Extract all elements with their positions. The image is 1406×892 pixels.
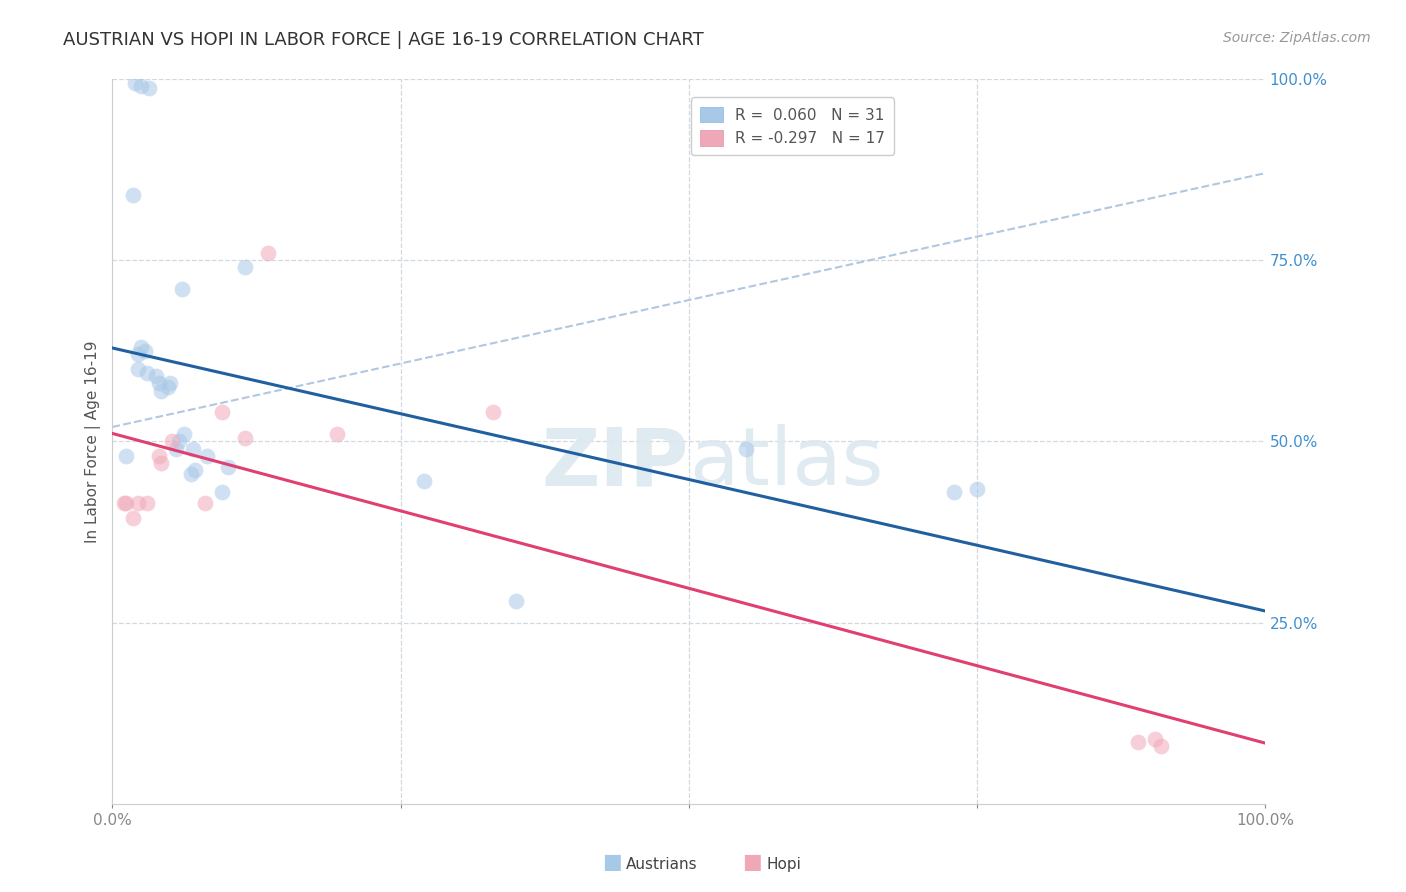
Point <box>159 376 181 391</box>
Point <box>129 79 152 94</box>
Text: ZIP: ZIP <box>541 425 689 502</box>
Point <box>167 434 190 449</box>
Point <box>1126 735 1149 749</box>
Point <box>115 496 138 510</box>
Point <box>134 343 156 358</box>
Text: Hopi: Hopi <box>766 857 801 872</box>
Point <box>122 510 145 524</box>
Y-axis label: In Labor Force | Age 16-19: In Labor Force | Age 16-19 <box>86 340 101 542</box>
Point <box>127 496 149 510</box>
Point <box>481 405 503 419</box>
Point <box>112 496 135 510</box>
Point <box>156 380 179 394</box>
Point <box>129 340 152 354</box>
Point <box>505 594 527 608</box>
Point <box>148 376 170 391</box>
Text: Source: ZipAtlas.com: Source: ZipAtlas.com <box>1223 31 1371 45</box>
Point <box>173 427 195 442</box>
Point <box>217 459 239 474</box>
Point <box>162 434 184 449</box>
Point <box>233 431 256 445</box>
Point <box>211 405 233 419</box>
Text: ■: ■ <box>742 853 762 872</box>
Point <box>149 456 172 470</box>
Point <box>181 442 204 456</box>
Point <box>122 188 145 202</box>
Point <box>170 282 193 296</box>
Point <box>735 442 758 456</box>
Point <box>211 485 233 500</box>
Point <box>115 449 138 463</box>
Point <box>194 496 217 510</box>
Point <box>184 463 207 477</box>
Text: Austrians: Austrians <box>626 857 697 872</box>
Point <box>136 496 159 510</box>
Text: AUSTRIAN VS HOPI IN LABOR FORCE | AGE 16-19 CORRELATION CHART: AUSTRIAN VS HOPI IN LABOR FORCE | AGE 16… <box>63 31 704 49</box>
Point <box>136 366 159 380</box>
Point <box>180 467 202 481</box>
Point <box>412 475 434 489</box>
Legend: R =  0.060   N = 31, R = -0.297   N = 17: R = 0.060 N = 31, R = -0.297 N = 17 <box>690 97 894 155</box>
Point <box>195 449 218 463</box>
Point <box>138 80 160 95</box>
Text: ■: ■ <box>602 853 621 872</box>
Point <box>326 427 349 442</box>
Text: atlas: atlas <box>689 425 883 502</box>
Point <box>233 260 256 275</box>
Point <box>942 485 965 500</box>
Point <box>149 384 172 398</box>
Point <box>1144 731 1167 746</box>
Point <box>127 362 149 376</box>
Point <box>1150 739 1173 753</box>
Point <box>124 76 146 90</box>
Point <box>145 369 167 384</box>
Point <box>148 449 170 463</box>
Point <box>165 442 187 456</box>
Point <box>127 347 149 361</box>
Point <box>257 246 280 260</box>
Point <box>966 482 988 496</box>
